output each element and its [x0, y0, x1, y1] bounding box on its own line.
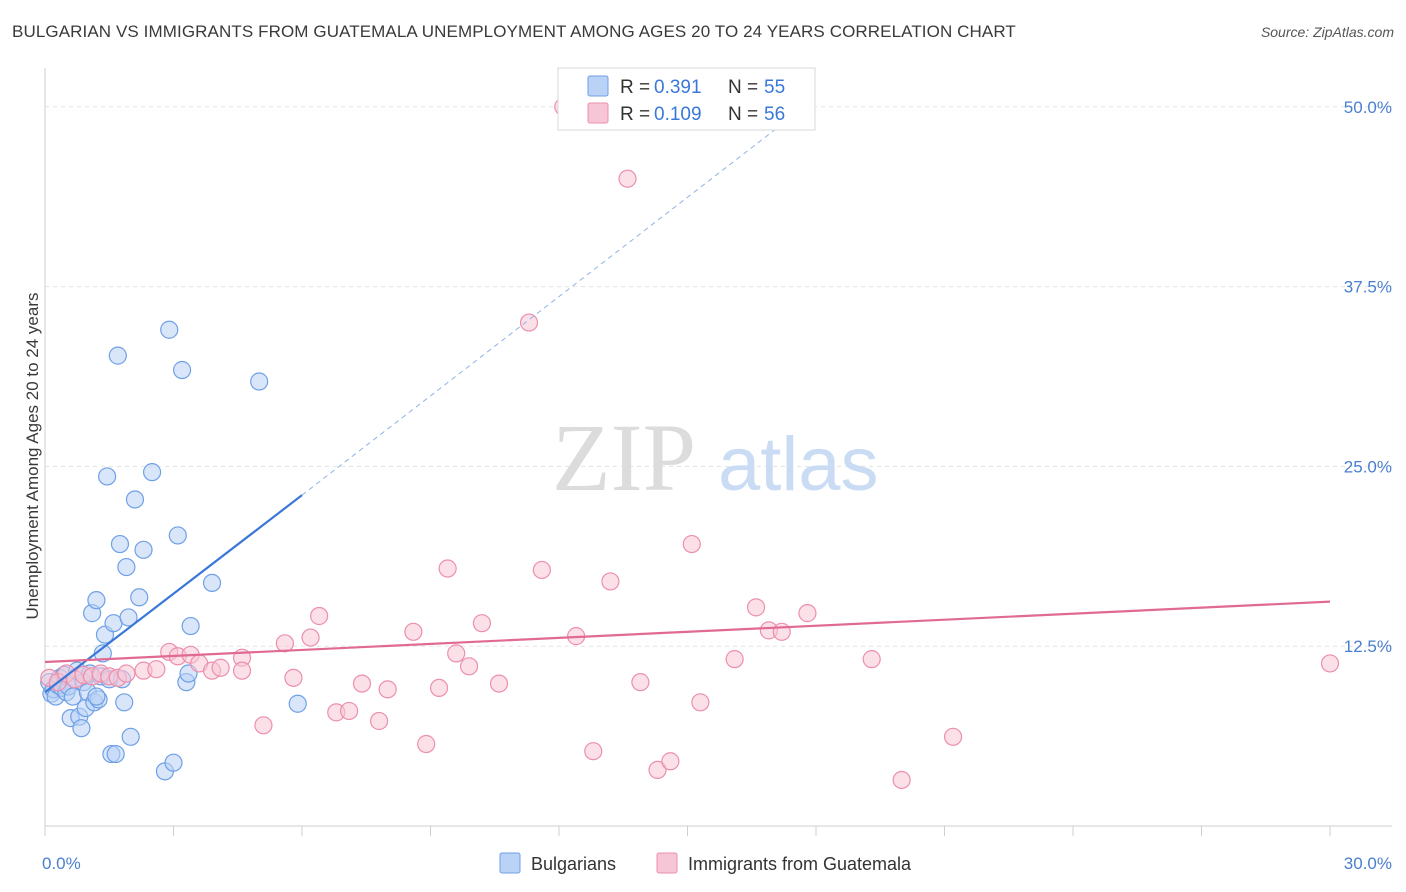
- x-tick-marks: [44, 826, 1331, 836]
- chart-title: BULGARIAN VS IMMIGRANTS FROM GUATEMALA U…: [12, 22, 1016, 41]
- point-bulgarians-50: [181, 616, 200, 636]
- point-bulgarians-45: [164, 753, 183, 772]
- point-guatemala-30: [404, 622, 423, 641]
- point-guatemala-46: [661, 752, 680, 771]
- watermark-atlas: atlas: [718, 422, 879, 507]
- point-guatemala-21: [275, 634, 294, 653]
- point-bulgarians-39: [125, 490, 145, 509]
- point-guatemala-29: [378, 680, 397, 699]
- stats-legend: R = 0.391 N = 55 R = 0.109 N = 56: [557, 67, 816, 131]
- point-bulgarians-52: [250, 372, 269, 391]
- point-guatemala-17: [211, 658, 230, 677]
- point-guatemala-19: [232, 661, 252, 680]
- point-bulgarians-42: [142, 463, 162, 482]
- point-guatemala-11: [147, 660, 166, 679]
- point-guatemala-36: [472, 614, 491, 633]
- legend-label-guatemala: Immigrants from Guatemala: [688, 854, 912, 874]
- point-bulgarians-32: [108, 346, 127, 365]
- stats-legend-swatch-guatemala: [587, 102, 609, 124]
- point-guatemala-50: [746, 598, 766, 617]
- y-tick-label-3: 50.0%: [1344, 98, 1392, 117]
- point-guatemala-22: [284, 668, 303, 687]
- point-bulgarians-35: [115, 693, 134, 712]
- point-guatemala-35: [459, 657, 479, 676]
- stats-r-value-bulgarians: 0.391: [654, 77, 702, 98]
- x-tick-label-min: 0.0%: [42, 854, 81, 873]
- point-guatemala-33: [438, 559, 457, 578]
- point-guatemala-26: [340, 701, 359, 721]
- grid: [45, 106, 1392, 647]
- point-guatemala-47: [682, 534, 701, 554]
- point-guatemala-43: [618, 169, 637, 188]
- watermark-zip: ZIP: [552, 404, 696, 511]
- point-bulgarians-44: [160, 320, 179, 339]
- y-tick-label-2: 37.5%: [1344, 278, 1392, 297]
- stats-n-value-bulgarians: 55: [764, 77, 785, 98]
- stats-r-label-guatemala: R =: [620, 104, 650, 125]
- point-guatemala-48: [691, 693, 710, 712]
- point-bulgarians-36: [117, 557, 136, 577]
- point-bulgarians-33: [110, 534, 130, 554]
- legend-swatch-bulgarians: [499, 852, 521, 874]
- point-guatemala-53: [798, 604, 817, 623]
- point-guatemala-28: [370, 711, 389, 731]
- stats-n-label-bulgarians: N =: [728, 77, 758, 98]
- point-guatemala-57: [1320, 654, 1340, 673]
- y-tick-label-1: 25.0%: [1344, 457, 1392, 476]
- stats-legend-swatch-bulgarians: [587, 75, 609, 97]
- point-guatemala-52: [772, 622, 791, 641]
- trend-line-extension-bulgarians: [301, 120, 787, 496]
- point-guatemala-32: [429, 678, 449, 698]
- point-bulgarians-40: [130, 588, 149, 607]
- point-guatemala-31: [417, 734, 436, 754]
- point-guatemala-54: [862, 650, 881, 669]
- stats-n-label-guatemala: N =: [728, 104, 758, 125]
- point-bulgarians-54: [87, 687, 106, 706]
- point-guatemala-23: [301, 628, 320, 647]
- series-legend: Bulgarians Immigrants from Guatemala: [499, 852, 912, 874]
- point-bulgarians-47: [172, 360, 192, 380]
- point-bulgarians-22: [87, 591, 106, 610]
- point-guatemala-55: [892, 770, 911, 790]
- point-guatemala-38: [532, 560, 551, 580]
- point-bulgarians-15: [72, 719, 91, 738]
- point-guatemala-49: [725, 650, 744, 669]
- point-guatemala-58: [519, 313, 539, 332]
- trend-line-guatemala: [44, 600, 1331, 664]
- point-bulgarians-51: [202, 573, 222, 593]
- stats-r-value-guatemala: 0.109: [654, 104, 702, 125]
- y-tick-labels: 12.5% 25.0% 37.5% 50.0%: [1344, 98, 1392, 656]
- point-guatemala-27: [352, 674, 372, 693]
- stats-n-value-guatemala: 56: [764, 104, 785, 125]
- point-bulgarians-31: [106, 744, 125, 764]
- point-bulgarians-41: [134, 540, 153, 559]
- point-bulgarians-27: [98, 467, 117, 486]
- legend-label-bulgarians: Bulgarians: [531, 854, 616, 874]
- point-guatemala-44: [631, 673, 650, 692]
- point-guatemala-56: [943, 727, 963, 746]
- point-guatemala-24: [310, 606, 329, 626]
- trend-lines: [44, 120, 1331, 694]
- point-guatemala-37: [489, 674, 509, 693]
- point-bulgarians-46: [168, 526, 187, 545]
- y-axis-label: Unemployment Among Ages 20 to 24 years: [23, 293, 42, 620]
- point-bulgarians-53: [288, 694, 307, 713]
- legend-swatch-guatemala: [656, 852, 678, 874]
- chart-source: Source: ZipAtlas.com: [1260, 24, 1394, 40]
- point-guatemala-45: [648, 760, 667, 780]
- point-guatemala-42: [601, 572, 620, 591]
- point-guatemala-9: [117, 664, 136, 683]
- x-tick-label-max: 30.0%: [1344, 854, 1392, 873]
- point-guatemala-34: [447, 644, 466, 663]
- point-guatemala-41: [584, 742, 603, 761]
- point-bulgarians-37: [119, 608, 138, 627]
- stats-r-label-bulgarians: R =: [620, 77, 650, 98]
- point-guatemala-20: [254, 716, 273, 735]
- y-tick-label-0: 12.5%: [1344, 637, 1392, 656]
- point-bulgarians-38: [121, 727, 140, 746]
